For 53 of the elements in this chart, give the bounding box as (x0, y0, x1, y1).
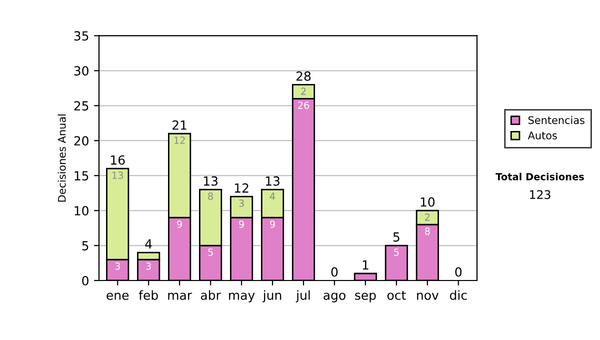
text: 123 (530, 190, 550, 200)
total-label: 1 (362, 260, 368, 270)
data-label: 13 (112, 172, 123, 179)
data-label: 2 (301, 88, 306, 95)
total-label: 16 (111, 155, 125, 165)
x-tick-label: ago (324, 292, 346, 302)
total-label: 13 (204, 176, 218, 186)
x-tick-label: nov (417, 292, 439, 300)
data-label: 5 (208, 248, 213, 256)
x-tick-label: mar (168, 292, 192, 300)
total-label: 28 (296, 71, 311, 81)
x-tick-label: jun (262, 290, 282, 302)
y-tick-label: 5 (82, 241, 88, 250)
y-tick-label: 30 (74, 66, 88, 76)
y-tick-label: 10 (74, 206, 88, 216)
x-tick-label: feb (138, 290, 158, 300)
total-label: 4 (145, 239, 152, 249)
x-tick-label: jul (296, 290, 310, 302)
total-label: 0 (455, 267, 462, 277)
y-tick-label: 0 (82, 276, 88, 286)
data-label: 26 (298, 102, 310, 109)
data-label: 12 (174, 136, 185, 144)
data-label: 3 (115, 262, 120, 270)
total-label: 21 (172, 120, 186, 130)
x-tick-label: may (229, 292, 255, 302)
x-tick-label: ene (106, 292, 129, 300)
data-label: 3 (239, 200, 244, 207)
y-tick-label: 20 (74, 136, 88, 146)
total-label: 10 (420, 197, 435, 207)
y-axis-title: Decisiones Anual (58, 114, 66, 202)
total-label: 12 (234, 183, 248, 193)
data-label: 2 (425, 214, 430, 221)
x-tick-label: oct (387, 290, 406, 300)
legend-label: Sentencias (528, 116, 584, 124)
data-label: 3 (146, 262, 151, 270)
text: Total Decisiones (496, 172, 584, 180)
data-label: 9 (239, 220, 244, 228)
data-label: 9 (270, 220, 275, 228)
x-tick-label: abr (200, 290, 221, 300)
total-label: 13 (266, 176, 280, 186)
x-tick-label: dic (450, 290, 467, 300)
data-label: 9 (177, 220, 182, 228)
legend-label: Autos (528, 132, 557, 140)
y-tick-label: 25 (74, 101, 88, 111)
data-label: 4 (270, 192, 276, 200)
total-label: 5 (393, 232, 400, 242)
data-label: 8 (208, 192, 213, 200)
data-label: 5 (394, 248, 399, 256)
y-tick-label: 15 (74, 171, 88, 181)
total-label: 0 (331, 267, 338, 277)
y-tick-label: 35 (74, 31, 88, 41)
data-label: 8 (424, 228, 430, 235)
x-tick-label: sep (355, 292, 376, 302)
